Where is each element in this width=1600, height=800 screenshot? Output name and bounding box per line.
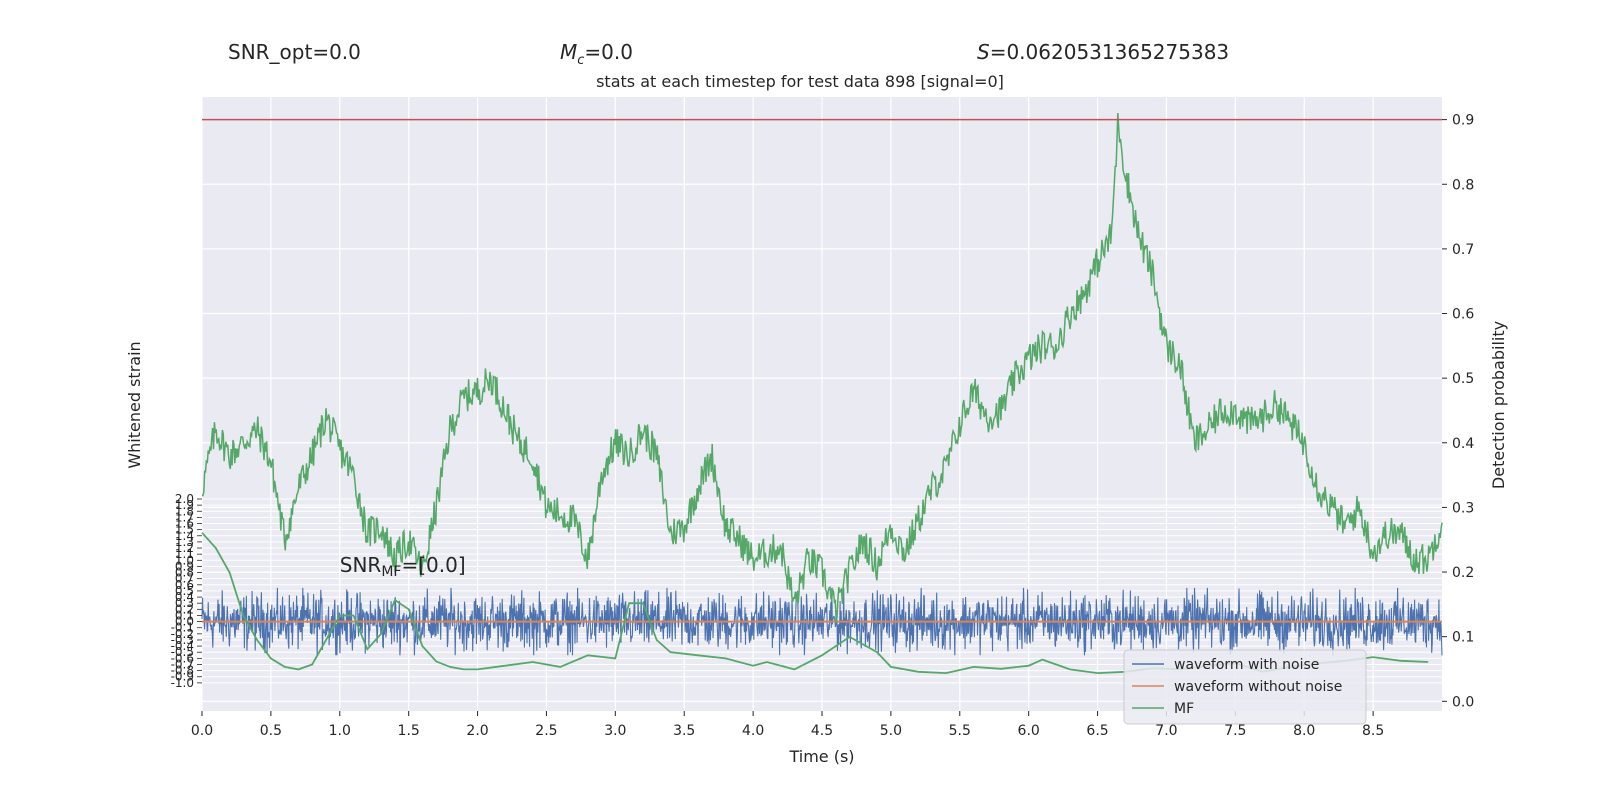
right-tick-label: 0.6 <box>1452 307 1474 323</box>
left-tick-label: -0.2 <box>171 627 194 641</box>
x-tick-label: 6.0 <box>1018 723 1040 739</box>
noise-waveform <box>201 587 1443 656</box>
left-tick-label: -0.9 <box>171 670 194 684</box>
left-tick-label: 0.5 <box>175 584 194 598</box>
snr-mf-symbol: SNR <box>340 553 382 577</box>
right-axis-label: Detection probability <box>1489 321 1508 489</box>
x-tick-label: 2.0 <box>466 723 488 739</box>
left-axis-ticks: 2.01.91.81.71.61.51.41.31.21.11.00.90.80… <box>171 492 202 690</box>
x-tick-label: 8.0 <box>1293 723 1315 739</box>
left-tick-label: 0.3 <box>175 596 194 610</box>
legend-label-mf: MF <box>1174 701 1194 717</box>
left-tick-label: 1.7 <box>175 510 194 524</box>
left-tick-label: 0.1 <box>175 608 194 622</box>
chirp-mass-symbol: M <box>560 40 578 64</box>
chirp-mass-value: =0.0 <box>584 40 633 64</box>
x-tick-label: 0.0 <box>191 723 213 739</box>
left-tick-label: 0.9 <box>175 559 194 573</box>
left-tick-label: -0.1 <box>171 621 194 635</box>
right-tick-label: 0.1 <box>1452 630 1474 646</box>
x-axis-label: Time (s) <box>788 747 854 766</box>
right-tick-label: 0.7 <box>1452 242 1474 258</box>
left-tick-label: 1.0 <box>175 553 194 567</box>
x-tick-label: 5.5 <box>949 723 971 739</box>
left-tick-label: 1.8 <box>175 504 194 518</box>
left-tick-label: 1.4 <box>175 529 194 543</box>
left-tick-label: 1.2 <box>175 541 194 555</box>
left-tick-label: -0.8 <box>171 664 194 678</box>
x-tick-label: 4.5 <box>811 723 833 739</box>
right-axis-ticks: 0.0 0.1 0.2 0.3 0.4 0.5 0.6 0.7 0.8 0.9 <box>1442 113 1474 710</box>
x-tick-label: 8.5 <box>1362 723 1384 739</box>
left-tick-label: 0.4 <box>175 590 194 604</box>
s-stat-symbol: S <box>977 40 990 64</box>
left-tick-label: -0.3 <box>171 633 194 647</box>
detection-probability-line <box>201 113 1443 624</box>
left-axis-label: Whitened strain <box>125 341 144 468</box>
chirp-mass-label: Mc=0.0 <box>560 40 633 68</box>
left-tick-label: 1.1 <box>175 547 194 561</box>
chirp-mass-subscript: c <box>577 53 585 68</box>
x-tick-label: 1.0 <box>329 723 351 739</box>
left-tick-label: -0.7 <box>171 657 194 671</box>
right-tick-label: 0.2 <box>1452 565 1474 581</box>
left-tick-label: 1.5 <box>175 523 194 537</box>
waveform-with-noise-line <box>201 587 1443 656</box>
x-tick-label: 7.5 <box>1224 723 1246 739</box>
left-tick-label: -1.0 <box>171 676 194 690</box>
left-tick-label: 0.6 <box>175 578 194 592</box>
x-grid <box>201 97 1374 711</box>
x-tick-label: 0.5 <box>260 723 282 739</box>
s-stat-label: S=0.0620531365275383 <box>977 40 1229 64</box>
left-tick-label: 0.0 <box>175 615 194 629</box>
left-tick-label: -0.5 <box>171 645 194 659</box>
left-tick-label: -0.4 <box>171 639 194 653</box>
right-tick-label: 0.0 <box>1452 694 1474 710</box>
left-tick-label: 0.7 <box>175 572 194 586</box>
left-tick-label: 0.8 <box>175 566 194 580</box>
left-tick-label: -0.6 <box>171 651 194 665</box>
left-tick-label: 2.0 <box>175 492 194 506</box>
x-tick-label: 7.0 <box>1155 723 1177 739</box>
x-tick-label: 3.5 <box>673 723 695 739</box>
right-tick-label: 0.4 <box>1452 436 1474 452</box>
x-tick-label: 6.5 <box>1086 723 1108 739</box>
snr-mf-subscript: MF <box>381 564 401 580</box>
right-tick-label: 0.9 <box>1452 113 1474 129</box>
right-tick-label: 0.3 <box>1452 500 1474 516</box>
x-tick-label: 5.0 <box>880 723 902 739</box>
snr-opt-label: SNR_opt=0.0 <box>228 40 361 64</box>
legend-frame <box>1123 649 1367 725</box>
left-tick-label: 1.3 <box>175 535 194 549</box>
s-stat-value: =0.0620531365275383 <box>989 40 1230 64</box>
left-tick-label: 1.9 <box>175 498 194 512</box>
x-tick-label: 2.5 <box>535 723 557 739</box>
snr-mf-annotation: SNRMF=[0.0] <box>340 553 466 580</box>
x-tick-label: 4.0 <box>742 723 764 739</box>
legend: waveform with noise waveform without noi… <box>1123 649 1367 725</box>
snr-mf-value: =[0.0] <box>401 553 465 577</box>
left-tick-label: 1.6 <box>175 517 194 531</box>
right-tick-label: 0.5 <box>1452 371 1474 387</box>
left-tick-label: 0.2 <box>175 602 194 616</box>
legend-label-noise: waveform with noise <box>1174 657 1319 673</box>
legend-label-clean: waveform without noise <box>1174 679 1342 695</box>
x-tick-label: 1.5 <box>398 723 420 739</box>
x-tick-label: 3.0 <box>604 723 626 739</box>
plot-title: stats at each timestep for test data 898… <box>596 72 1004 91</box>
right-tick-label: 0.8 <box>1452 177 1474 193</box>
